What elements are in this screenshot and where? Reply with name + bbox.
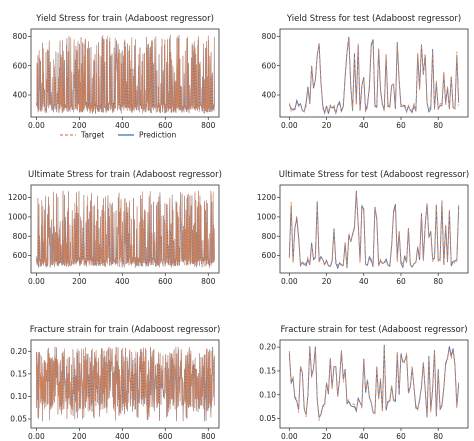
ultimate-test-ytick-label: 1000 <box>257 213 276 222</box>
yield-train-ytick-label: 800 <box>13 32 28 41</box>
legend: Target Prediction <box>60 131 177 140</box>
strain-test-xtick-label: 20 <box>322 432 332 441</box>
ultimate-test-frame <box>279 184 469 274</box>
yield-train-xtick-label: 600 <box>158 121 173 130</box>
ultimate-train-ytick-label: 1200 <box>8 193 27 202</box>
strain-train-target-line <box>36 346 215 422</box>
strain-test-xtick-label: 80 <box>433 432 443 441</box>
strain-test-prediction-line <box>288 344 460 419</box>
ultimate-train-ytick-label: 800 <box>13 232 28 241</box>
strain-train-xtick-label: 400 <box>115 432 130 441</box>
yield-test-ytick-label: 800 <box>262 32 277 41</box>
strain-train-frame <box>30 339 220 429</box>
yield-train-xtick-label: 800 <box>201 121 216 130</box>
strain-train-xtick-label: 800 <box>201 432 216 441</box>
strain-test-ytick-label: 0.15 <box>259 367 276 376</box>
ultimate-test-xtick-label: 20 <box>322 277 332 286</box>
ultimate-train-title: Ultimate Stress for train (Adaboost regr… <box>28 170 222 180</box>
ultimate-test-xtick-label: 0.00 <box>281 277 298 286</box>
strain-train-ytick-label: 0.20 <box>10 347 27 356</box>
yield-test-xtick-label: 0.00 <box>281 121 298 130</box>
strain-train-xtick-label: 600 <box>158 432 173 441</box>
ultimate-test-title: Ultimate Stress for test (Adaboost regre… <box>279 170 469 180</box>
ultimate-test-ytick-label: 800 <box>262 232 277 241</box>
ultimate-test-ytick-label: 1200 <box>257 193 276 202</box>
yield-test-title: Yield Stress for test (Adaboost regresso… <box>286 14 461 24</box>
ultimate-test-xtick-label: 60 <box>396 277 406 286</box>
yield-test-prediction-line <box>288 36 460 115</box>
strain-test-xtick-label: 0.00 <box>281 432 298 441</box>
yield-train-target-line <box>36 35 215 114</box>
yield-test-ytick-label: 400 <box>262 91 277 100</box>
ultimate-train-xtick-label: 600 <box>158 277 173 286</box>
ultimate-train-panel: Ultimate Stress for train (Adaboost regr… <box>8 170 222 286</box>
ultimate-test-ytick-label: 600 <box>262 251 277 260</box>
yield-test-panel: Yield Stress for test (Adaboost regresso… <box>262 14 469 130</box>
ultimate-train-xtick-label: 200 <box>72 277 87 286</box>
yield-test-xtick-label: 20 <box>322 121 332 130</box>
ultimate-train-target-line <box>36 191 215 268</box>
strain-test-ytick-label: 0.20 <box>259 343 276 352</box>
strain-test-panel: Fracture strain for test (Adaboost regre… <box>259 325 469 441</box>
strain-test-xtick-label: 40 <box>359 432 369 441</box>
ultimate-test-panel: Ultimate Stress for test (Adaboost regre… <box>257 170 469 286</box>
ultimate-test-xtick-label: 80 <box>433 277 443 286</box>
ultimate-train-ytick-label: 600 <box>13 251 28 260</box>
strain-test-title: Fracture strain for test (Adaboost regre… <box>280 325 467 335</box>
legend-target-label: Target <box>80 131 104 140</box>
ultimate-test-xtick-label: 40 <box>359 277 369 286</box>
yield-train-panel: Yield Stress for train (Adaboost regress… <box>13 14 220 130</box>
ultimate-train-frame <box>30 184 220 274</box>
yield-train-ytick-label: 600 <box>13 61 28 70</box>
strain-test-xtick-label: 60 <box>396 432 406 441</box>
yield-train-ytick-label: 400 <box>13 91 28 100</box>
ultimate-test-target-line <box>288 192 460 268</box>
strain-train-panel: Fracture strain for train (Adaboost regr… <box>10 325 220 441</box>
strain-test-ytick-label: 0.05 <box>259 414 276 423</box>
legend-prediction-label: Prediction <box>139 131 177 140</box>
strain-train-ytick-label: 0.05 <box>10 415 27 424</box>
yield-train-xtick-label: 200 <box>72 121 87 130</box>
yield-test-target-line <box>288 38 460 115</box>
yield-test-xtick-label: 40 <box>359 121 369 130</box>
ultimate-train-xtick-label: 800 <box>201 277 216 286</box>
strain-test-frame <box>279 339 469 429</box>
yield-test-xtick-label: 80 <box>433 121 443 130</box>
strain-test-target-line <box>288 346 460 421</box>
yield-train-title: Yield Stress for train (Adaboost regress… <box>35 14 214 24</box>
strain-train-title: Fracture strain for train (Adaboost regr… <box>30 325 221 335</box>
ultimate-train-xtick-label: 400 <box>115 277 130 286</box>
yield-train-xtick-label: 400 <box>115 121 130 130</box>
strain-train-ytick-label: 0.15 <box>10 369 27 378</box>
yield-test-frame <box>279 28 469 118</box>
strain-test-ytick-label: 0.10 <box>259 390 276 399</box>
yield-train-frame <box>30 28 220 118</box>
strain-train-xtick-label: 200 <box>72 432 87 441</box>
ultimate-train-ytick-label: 1000 <box>8 213 27 222</box>
strain-train-ytick-label: 0.10 <box>10 392 27 401</box>
ultimate-train-xtick-label: 0.00 <box>28 277 45 286</box>
yield-test-ytick-label: 600 <box>262 61 277 70</box>
yield-train-xtick-label: 0.00 <box>28 121 45 130</box>
strain-train-xtick-label: 0.00 <box>28 432 45 441</box>
yield-test-xtick-label: 60 <box>396 121 406 130</box>
